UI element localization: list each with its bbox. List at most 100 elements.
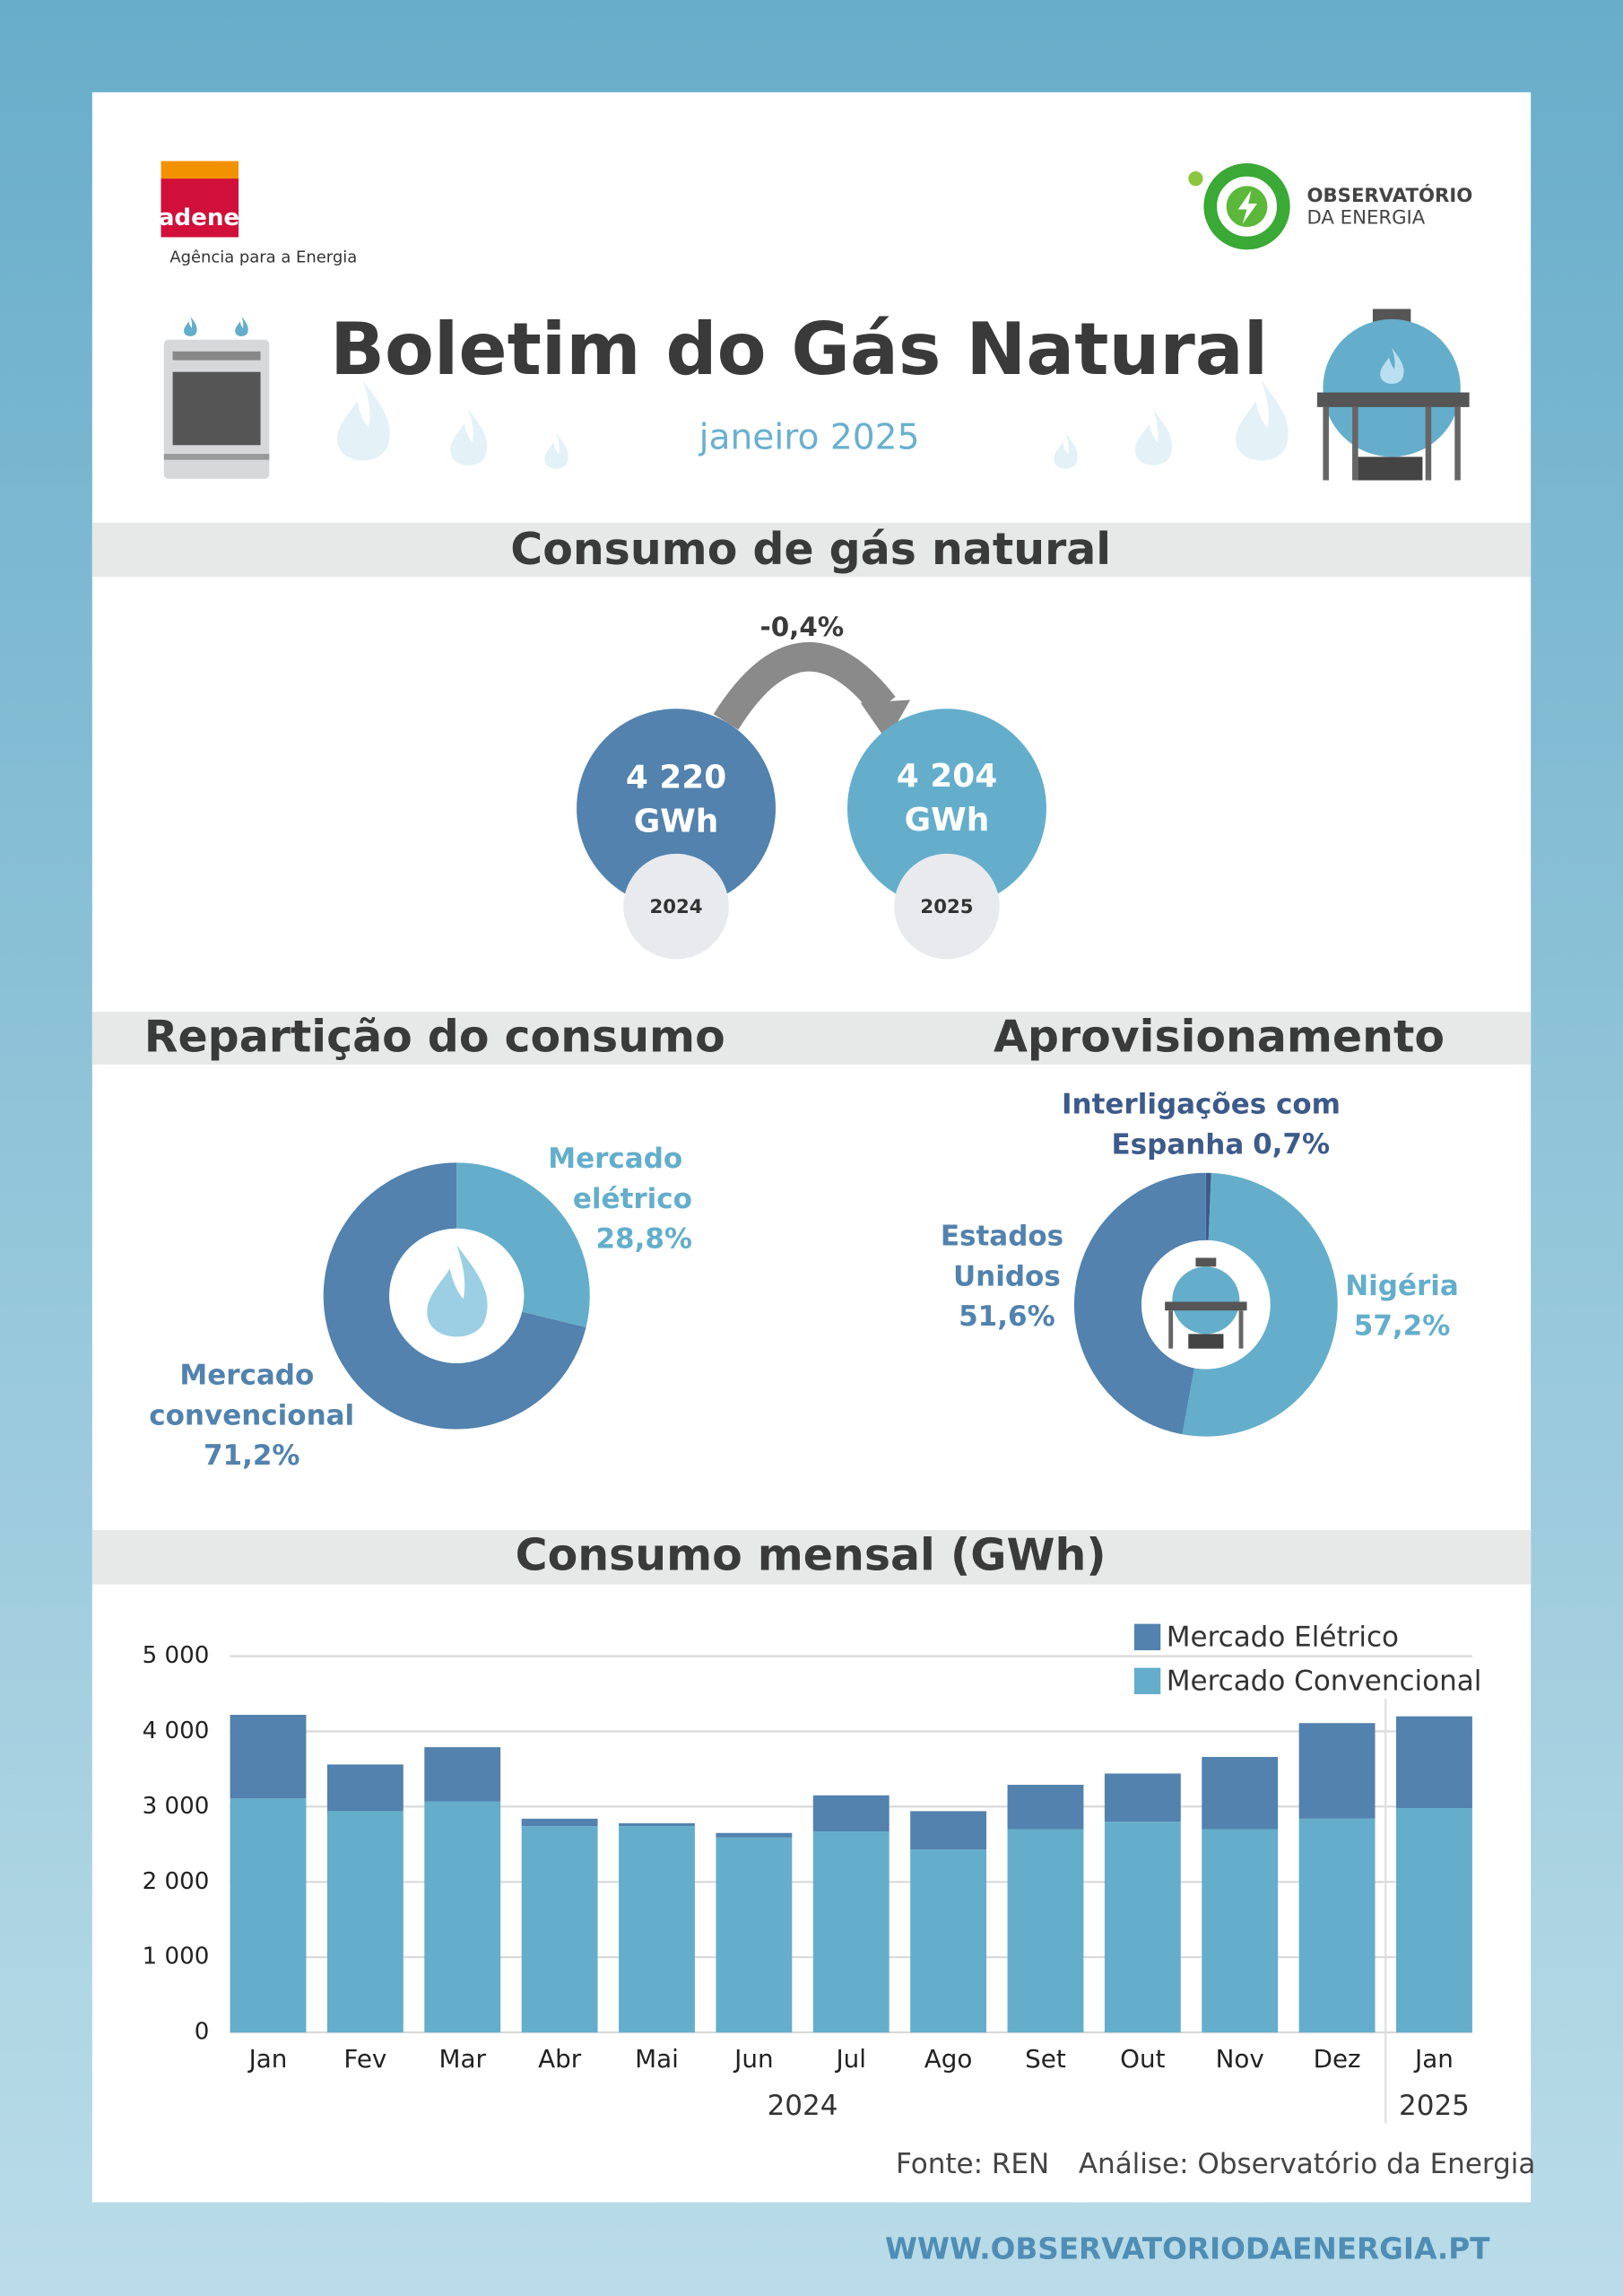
section-title: Consumo mensal (GWh) <box>516 1530 1107 1581</box>
consumption-circle <box>577 709 777 909</box>
bar-segment <box>812 1795 890 1832</box>
subtitle: janeiro 2025 <box>699 417 920 457</box>
year: 2025 <box>920 896 973 918</box>
section-title: Repartição do consumo <box>144 1012 725 1063</box>
bar-segment <box>910 1811 987 1850</box>
arrow-head <box>860 700 911 742</box>
section-band <box>91 1530 1532 1585</box>
bar-segment <box>1298 1818 1376 2033</box>
bar-segment <box>326 1811 404 2033</box>
slice-label: Mercado elétrico <box>548 1143 692 1215</box>
logo-ring <box>1203 163 1290 250</box>
bar-segment <box>1104 1773 1181 1822</box>
pie-slice <box>1073 1172 1206 1435</box>
change-arrow <box>713 642 896 730</box>
tank-mini-platform <box>1165 1301 1247 1311</box>
tank-platform <box>1316 392 1470 407</box>
x-tick-label: Nov <box>1216 2044 1264 2074</box>
stove-knobs <box>172 351 261 361</box>
y-tick-label: 4 000 <box>143 1718 210 1744</box>
brand-right: DA ENERGIA <box>1306 206 1425 229</box>
x-tick-label: Abr <box>538 2044 582 2074</box>
stove-window <box>172 371 261 446</box>
slice-label: Estados Unidos <box>941 1220 1073 1292</box>
x-tick-label: Mai <box>635 2044 679 2074</box>
bar-segment <box>1007 1785 1084 1830</box>
legend-swatch <box>1133 1623 1161 1650</box>
slice-label: Mercado convencional <box>149 1359 354 1431</box>
pie-slice <box>1182 1172 1338 1437</box>
slice-value: 51,6% <box>959 1300 1055 1333</box>
bar-segment <box>716 1837 793 2033</box>
pie-slice <box>456 1162 590 1328</box>
x-group-label: 2025 <box>1399 2090 1470 2122</box>
tank-mini <box>1172 1266 1240 1335</box>
bar-segment <box>1298 1723 1376 1819</box>
bar-segment <box>716 1832 793 1838</box>
legend-label: Mercado Convencional <box>1167 1665 1482 1697</box>
x-tick-label: Dez <box>1314 2044 1361 2074</box>
pie-slice <box>323 1162 586 1430</box>
slice-value: 0,7% <box>1253 1128 1330 1161</box>
bar-segment <box>326 1764 404 1812</box>
section-band <box>91 522 1532 578</box>
legend-label: Mercado Elétrico <box>1167 1621 1399 1653</box>
title: Boletim do Gás Natural <box>330 308 1268 391</box>
tank-mini-top <box>1195 1257 1217 1267</box>
bar-segment <box>1007 1829 1084 2033</box>
y-tick-label: 0 <box>195 2019 210 2046</box>
change-label: -0,4% <box>760 612 845 642</box>
unit: GWh <box>634 804 719 840</box>
tank-mini-base <box>1188 1334 1224 1349</box>
brand-right: OBSERVATÓRIO <box>1306 184 1472 207</box>
brand-caption: Agência para a Energia <box>169 248 357 266</box>
x-tick-label: Jan <box>1413 2044 1454 2074</box>
bar-segment <box>1396 1716 1472 1809</box>
amount: 4 204 <box>897 758 997 795</box>
bar-segment <box>1104 1822 1181 2033</box>
bar-segment <box>619 1822 695 1827</box>
y-tick-label: 5 000 <box>143 1642 210 1669</box>
bar-segment <box>424 1801 501 2033</box>
logo-dot <box>1188 171 1203 187</box>
x-tick-label: Jun <box>733 2044 773 2074</box>
stove-line <box>163 454 270 460</box>
bar-segment <box>1202 1756 1279 1830</box>
observatorio-logo: OBSERVATÓRIO DA ENERGIA <box>1188 163 1472 250</box>
slice-value: 57,2% <box>1354 1309 1451 1342</box>
tank-mini-legs <box>1168 1310 1244 1349</box>
logo-block <box>161 178 239 238</box>
amount: 4 220 <box>626 760 726 796</box>
unit: GWh <box>905 802 990 839</box>
tank-body <box>1323 318 1461 457</box>
tank-legs <box>1323 406 1461 481</box>
section-band <box>91 1012 1532 1065</box>
logo-bolt <box>1237 190 1257 224</box>
legend-swatch <box>1133 1667 1161 1694</box>
bar-segment <box>521 1818 598 1827</box>
year-circle <box>894 853 1000 960</box>
pie-slice <box>1205 1172 1211 1240</box>
url[interactable]: WWW.OBSERVATORIODAENERGIA.PT <box>885 2231 1490 2266</box>
slice-value: 28,8% <box>595 1222 692 1255</box>
stove-icon <box>163 316 270 479</box>
analysis: Análise: Observatório da Energia <box>1079 2148 1536 2180</box>
adene-logo: adene Agência para a Energia <box>159 161 357 266</box>
x-tick-label: Out <box>1120 2044 1165 2074</box>
section-title: Consumo de gás natural <box>510 524 1111 575</box>
tank-base <box>1358 457 1423 481</box>
y-tick-label: 1 000 <box>143 1944 210 1970</box>
bar-segment <box>1202 1829 1279 2033</box>
bar-segment <box>230 1798 307 2033</box>
x-tick-label: Jul <box>834 2044 865 2074</box>
source: Fonte: REN <box>896 2148 1049 2180</box>
brand: adene <box>159 204 239 231</box>
bar-segment <box>812 1831 890 2033</box>
year-circle <box>623 853 729 960</box>
slice-label: Nigéria <box>1345 1270 1459 1302</box>
x-tick-label: Mar <box>439 2044 487 2074</box>
x-group-label: 2024 <box>768 2090 838 2122</box>
